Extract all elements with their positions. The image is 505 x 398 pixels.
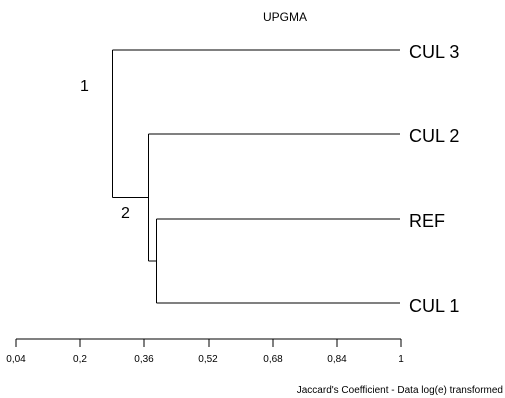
- tick-label: 0,84: [327, 354, 347, 365]
- tick-label: 0,2: [73, 354, 87, 365]
- tick-label: 0,36: [134, 354, 154, 365]
- dendrogram-tree: [111, 49, 400, 304]
- node-label-1: 1: [80, 78, 89, 95]
- tick-label: 0,52: [198, 354, 218, 365]
- tick-label: 0,04: [6, 354, 26, 365]
- leaf-label-cul3: CUL 3: [409, 42, 459, 62]
- leaf-label-ref: REF: [409, 211, 445, 231]
- diagram-title: UPGMA: [263, 10, 307, 24]
- x-axis: [15, 338, 402, 347]
- leaf-label-cul2: CUL 2: [409, 126, 459, 146]
- node-label-2: 2: [121, 205, 130, 222]
- axis-caption: Jaccard's Coefficient - Data log(e) tran…: [297, 385, 503, 396]
- tick-label: 1: [398, 354, 404, 365]
- tick-label: 0,68: [263, 354, 283, 365]
- leaf-label-cul1: CUL 1: [409, 296, 459, 316]
